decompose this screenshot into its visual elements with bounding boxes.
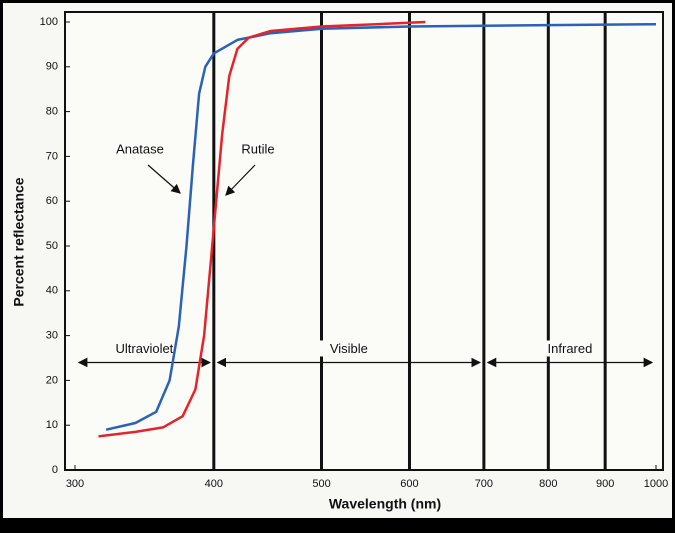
x-axis-title: Wavelength (nm) (329, 496, 441, 512)
x-tick-label: 700 (475, 478, 493, 490)
y-tick-label: 70 (46, 150, 58, 162)
chart: Wavelength (nm) Percent reflectance 0 10 2… (0, 0, 675, 533)
y-tick-label: 100 (40, 16, 58, 28)
y-tick-label: 40 (46, 285, 58, 297)
x-tick-label: 500 (312, 478, 330, 490)
region-label: Infrared (548, 341, 593, 356)
x-tick-label: 800 (539, 478, 557, 490)
bottom-bar (0, 518, 675, 533)
y-tick-label: 90 (46, 61, 58, 73)
y-tick-label: 80 (46, 106, 58, 118)
y-axis-title: Percent reflectance (11, 177, 27, 306)
x-tick-label: 300 (66, 478, 84, 490)
y-tick-label: 0 (52, 464, 58, 476)
y-tick-label: 60 (46, 195, 58, 207)
y-tick-label: 30 (46, 330, 58, 342)
plot-area (65, 12, 663, 470)
x-tick-label: 1000 (644, 478, 668, 490)
y-tick-label: 20 (46, 374, 58, 386)
region-label: Ultraviolet (116, 341, 174, 356)
y-tick-label: 50 (46, 240, 58, 252)
series-annotation: Rutile (241, 141, 274, 156)
x-tick-label: 600 (400, 478, 418, 490)
x-tick-label: 900 (596, 478, 614, 490)
series-annotation: Anatase (116, 141, 164, 156)
y-tick-label: 10 (46, 419, 58, 431)
region-label: Visible (330, 341, 368, 356)
x-tick-label: 400 (205, 478, 223, 490)
